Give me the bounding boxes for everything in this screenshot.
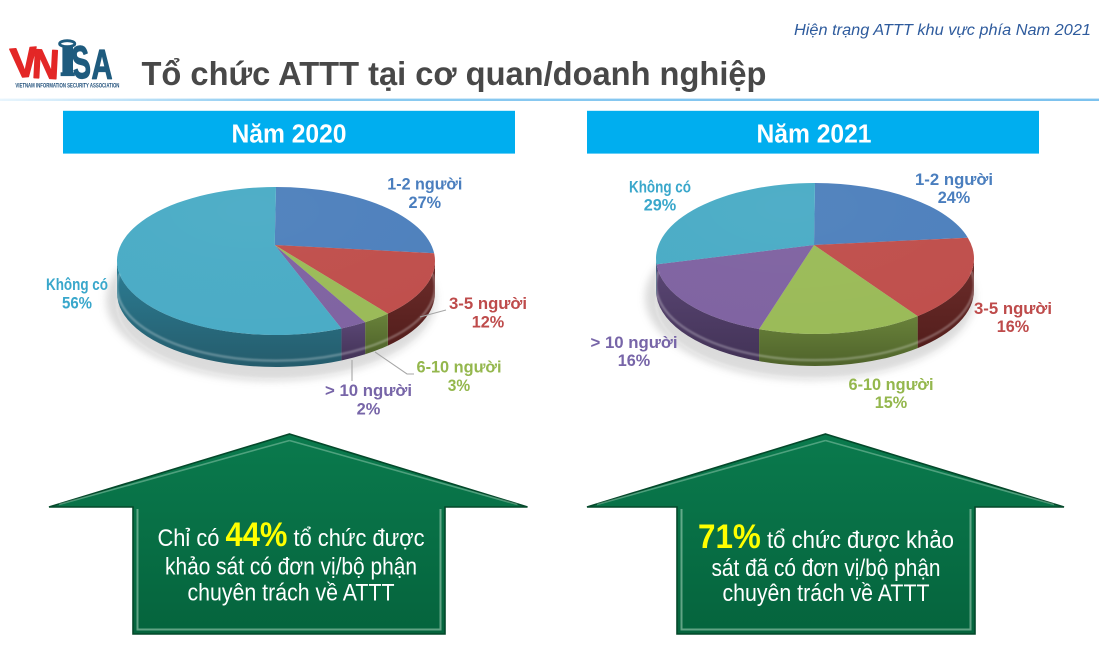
svg-text:S: S: [69, 35, 93, 89]
svg-text:1-2 người: 1-2 người: [915, 171, 993, 189]
svg-text:24%: 24%: [938, 189, 971, 207]
svg-text:Năm 2020: Năm 2020: [232, 120, 347, 148]
svg-text:N: N: [31, 41, 60, 88]
svg-text:chuyên trách về ATTT: chuyên trách về ATTT: [723, 580, 930, 607]
svg-text:3%: 3%: [448, 377, 471, 395]
svg-text:27%: 27%: [409, 194, 442, 212]
svg-text:A: A: [92, 41, 113, 88]
svg-text:V: V: [9, 38, 40, 87]
svg-text:Tổ chức ATTT tại cơ quan/doanh: Tổ chức ATTT tại cơ quan/doanh nghiệp: [142, 55, 767, 92]
svg-text:> 10 người: > 10 người: [591, 334, 678, 352]
svg-text:15%: 15%: [875, 394, 908, 412]
svg-text:12%: 12%: [472, 313, 505, 331]
svg-text:VIETNAM INFORMATION SECURITY A: VIETNAM INFORMATION SECURITY ASSOCIATION: [15, 83, 119, 90]
svg-text:Không có: Không có: [46, 276, 108, 294]
svg-text:6-10 người: 6-10 người: [849, 376, 934, 394]
svg-text:6-10 người: 6-10 người: [417, 359, 502, 377]
svg-text:sát đã có đơn vị/bộ phận: sát đã có đơn vị/bộ phận: [712, 555, 941, 582]
svg-text:Không có: Không có: [629, 178, 691, 196]
svg-text:29%: 29%: [644, 197, 677, 215]
svg-text:chuyên trách về ATTT: chuyên trách về ATTT: [188, 580, 395, 607]
svg-text:16%: 16%: [997, 318, 1030, 336]
svg-text:16%: 16%: [618, 352, 651, 370]
svg-text:khảo sát có đơn vị/bộ phận: khảo sát có đơn vị/bộ phận: [165, 554, 417, 581]
svg-text:3-5 người: 3-5 người: [974, 300, 1052, 318]
svg-text:Năm 2021: Năm 2021: [757, 120, 872, 148]
svg-text:1-2 người: 1-2 người: [387, 176, 462, 194]
svg-text:Hiện trạng ATTT khu vực phía N: Hiện trạng ATTT khu vực phía Nam 2021: [794, 22, 1091, 39]
svg-text:56%: 56%: [62, 294, 92, 312]
svg-text:> 10 người: > 10 người: [325, 382, 412, 400]
svg-text:2%: 2%: [357, 400, 381, 418]
svg-text:3-5 người: 3-5 người: [449, 295, 527, 313]
